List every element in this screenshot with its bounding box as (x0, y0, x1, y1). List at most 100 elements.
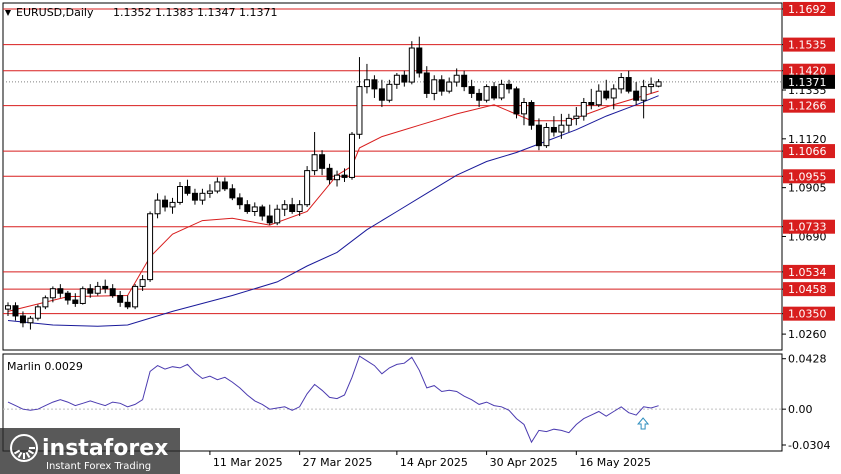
candlestick (176, 181, 183, 205)
price-level-tag (783, 219, 835, 234)
bull-candle-body (251, 206, 258, 212)
candlestick (648, 77, 655, 94)
candlestick (371, 75, 378, 98)
price-level-tag-label: 1.0534 (788, 266, 827, 279)
bear-candle-body (633, 90, 640, 101)
candlestick (476, 88, 483, 108)
logo-globe-icon (10, 434, 38, 462)
candlestick (236, 193, 243, 210)
bear-candle-body (535, 124, 542, 147)
candlestick (169, 197, 176, 214)
candlestick (416, 36, 423, 78)
candlestick (124, 295, 131, 310)
bear-candle-body (550, 126, 557, 133)
bear-candle-body (162, 199, 169, 208)
marlin-indicator-title: Marlin 0.0029 (7, 360, 83, 373)
bull-candle-body (348, 133, 355, 178)
marlin-scale-label: 0.00 (788, 403, 813, 416)
candlestick (102, 279, 109, 294)
candlestick (506, 79, 513, 94)
chart-header-symbol: EURUSD,Daily (16, 6, 94, 19)
candlestick (304, 166, 311, 207)
candlestick (513, 86, 520, 119)
price-scale-label: 1.1120 (788, 133, 827, 146)
candlestick (266, 204, 273, 226)
candlestick (453, 68, 460, 87)
candlestick (259, 204, 266, 221)
bear-candle-body (266, 215, 273, 224)
bear-candle-body (72, 299, 79, 304)
candlestick (42, 295, 49, 310)
bear-candle-body (191, 192, 198, 201)
bull-candle-body (49, 288, 56, 299)
bull-candle-body (558, 124, 565, 133)
bull-candle-body (393, 74, 400, 85)
price-level-tag-label: 1.0955 (788, 170, 827, 183)
candlestick (573, 107, 580, 126)
candlestick (191, 188, 198, 205)
bull-candle-body (199, 192, 206, 201)
price-level-tag (783, 98, 835, 113)
bear-candle-body (319, 154, 326, 169)
candlestick (588, 88, 595, 110)
candlestick (356, 57, 363, 139)
bull-candle-body (27, 317, 34, 324)
candlestick (461, 70, 468, 92)
time-axis: 11 Mar 2025 27 Mar 2025 14 Apr 2025 30 Apr … (209, 451, 651, 469)
candlestick (94, 281, 101, 296)
bear-candle-body (57, 288, 64, 294)
candlestick (214, 177, 221, 194)
logo-brand-text: instaforex (42, 436, 168, 461)
bull-candle-body (386, 83, 393, 101)
candlestick (281, 200, 288, 217)
candlestick (27, 315, 34, 330)
collapse-triangle-icon[interactable] (5, 10, 11, 16)
bear-candle-body (468, 86, 475, 94)
candlestick (431, 75, 438, 101)
bull-candle-body (154, 199, 161, 215)
candlestick (446, 77, 453, 94)
time-axis-label: 27 Mar 2025 (303, 456, 373, 469)
bear-candle-body (12, 305, 19, 317)
bear-candle-body (229, 188, 236, 199)
bull-candle-body (139, 279, 146, 287)
current-price-tag-label: 1.1371 (788, 76, 827, 89)
bear-candle-body (289, 204, 296, 212)
price-level-tag (783, 144, 835, 159)
candlestick (341, 168, 348, 182)
chart-header-ohlc: 1.1352 1.1383 1.1347 1.1371 (113, 6, 277, 19)
price-level-tag (783, 1, 835, 16)
candlestick (468, 79, 475, 98)
bear-candle-body (513, 88, 520, 115)
bull-candle-body (311, 154, 318, 172)
candlestick (64, 290, 71, 305)
price-level-tag-label: 1.1266 (788, 100, 827, 113)
candlestick (625, 70, 632, 94)
candlestick (244, 200, 251, 214)
bull-candle-body (655, 81, 662, 87)
price-level-tag-label: 1.0350 (788, 308, 827, 321)
bull-candle-body (565, 117, 572, 126)
bear-candle-body (401, 74, 408, 83)
bull-candle-body (79, 288, 86, 304)
candlestick (319, 150, 326, 176)
price-level-tag (783, 169, 835, 184)
candlestick (550, 116, 557, 137)
candlestick (289, 197, 296, 214)
candlestick (49, 286, 56, 303)
bull-candle-body (334, 174, 341, 181)
candlestick (251, 202, 258, 217)
marlin-pane: Marlin 0.0029 0.0428 0.00 -0.0304 (2, 353, 830, 452)
candlestick (438, 75, 445, 96)
bull-candle-body (498, 83, 505, 99)
bull-candle-body (132, 285, 139, 308)
bear-candle-body (117, 295, 124, 303)
candlestick (393, 72, 400, 89)
candlestick (618, 72, 625, 94)
bear-candle-body (491, 86, 498, 99)
candlestick (603, 79, 610, 101)
bull-candle-body (483, 86, 490, 101)
candlestick (57, 284, 64, 298)
candlestick (147, 211, 154, 282)
